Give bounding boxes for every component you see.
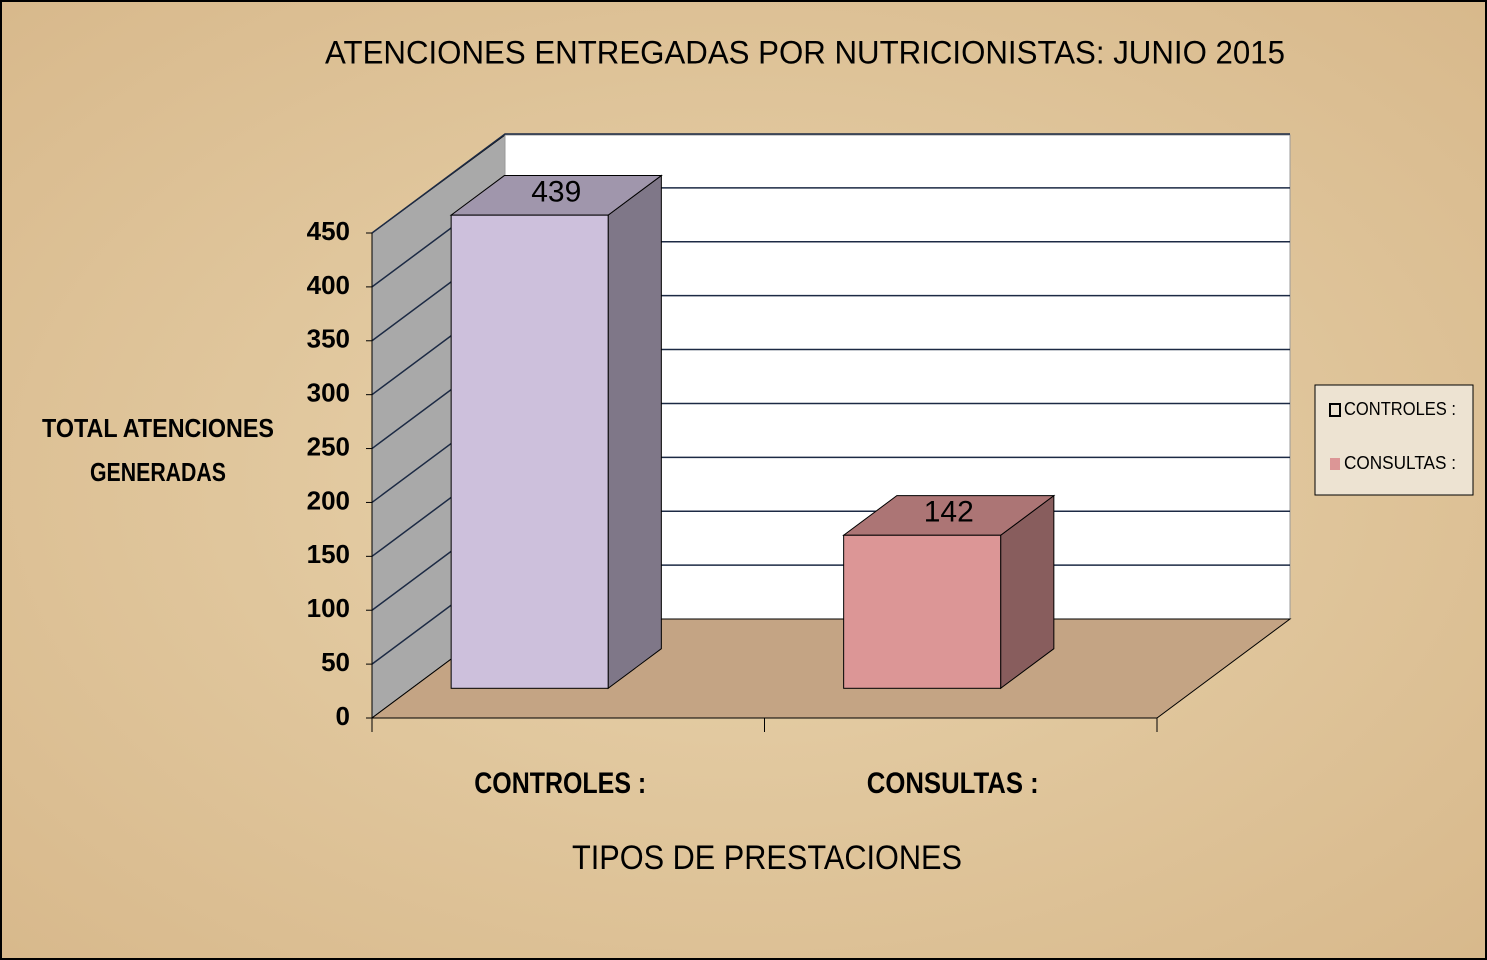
y-tick-label: 0 bbox=[336, 701, 350, 731]
legend-swatch bbox=[1330, 458, 1340, 470]
bar bbox=[450, 214, 609, 689]
y-axis-title: TOTAL ATENCIONES bbox=[42, 413, 274, 443]
y-tick-label: 200 bbox=[307, 485, 350, 515]
x-axis-title: TIPOS DE PRESTACIONES bbox=[572, 839, 962, 877]
data-label: 439 bbox=[531, 175, 581, 208]
bar-side bbox=[607, 174, 662, 690]
legend bbox=[1314, 384, 1474, 496]
y-tick-label: 300 bbox=[307, 378, 350, 408]
grid-line bbox=[371, 133, 1290, 234]
y-tick-label: 50 bbox=[321, 647, 350, 677]
x-tick-label: CONTROLES : bbox=[474, 767, 646, 800]
chart-title: ATENCIONES ENTREGADAS POR NUTRICIONISTAS… bbox=[325, 34, 1285, 70]
legend-label: CONSULTAS : bbox=[1344, 453, 1456, 473]
y-tick-label: 150 bbox=[307, 539, 350, 569]
y-tick-label: 400 bbox=[307, 270, 350, 300]
y-tick-label: 450 bbox=[307, 216, 350, 246]
legend-swatch bbox=[1329, 403, 1341, 417]
y-tick-label: 100 bbox=[307, 593, 350, 623]
y-tick-label: 350 bbox=[307, 324, 350, 354]
data-label: 142 bbox=[924, 495, 974, 528]
y-axis-title: GENERADAS bbox=[90, 457, 226, 487]
y-tick-label: 250 bbox=[307, 431, 350, 461]
legend-label: CONTROLES : bbox=[1344, 399, 1456, 419]
x-tick-label: CONSULTAS : bbox=[867, 767, 1039, 800]
bar bbox=[843, 534, 1002, 689]
